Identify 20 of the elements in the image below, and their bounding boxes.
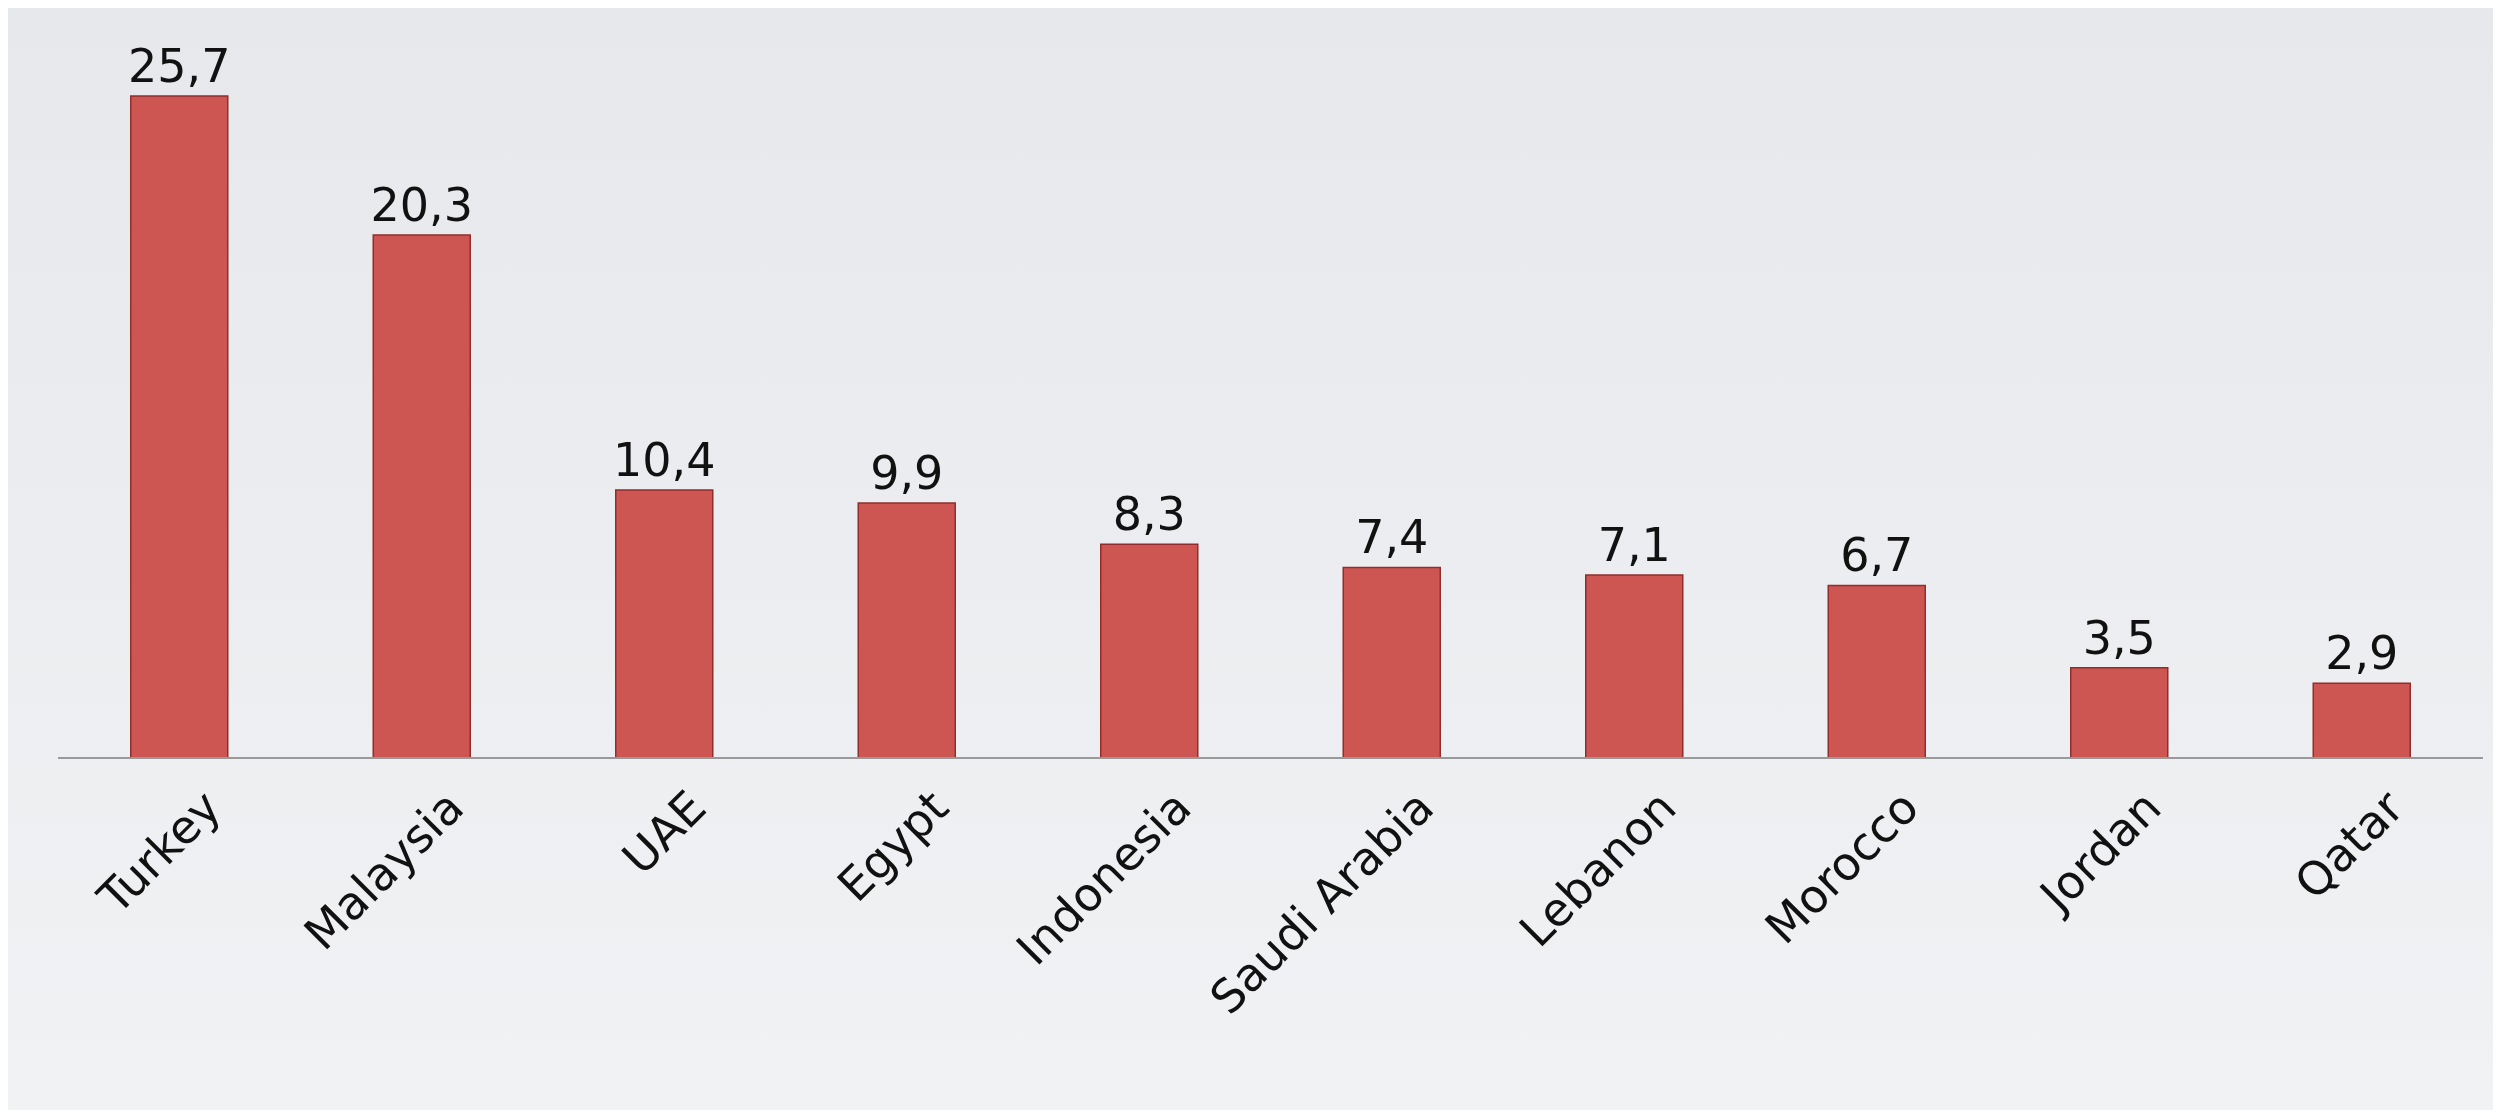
- bar: [857, 502, 956, 759]
- data-label: 7,1: [1597, 518, 1671, 573]
- bar: [1827, 584, 1926, 759]
- data-label: 10,4: [613, 433, 716, 488]
- bar: [372, 234, 471, 759]
- data-label: 7,4: [1355, 510, 1429, 565]
- data-label: 9,9: [870, 445, 944, 500]
- bar: [1585, 574, 1684, 759]
- data-label: 20,3: [370, 178, 473, 233]
- data-label: 25,7: [128, 39, 231, 93]
- bar: [1342, 566, 1441, 759]
- bar: [130, 95, 229, 759]
- data-label: 3,5: [2082, 610, 2156, 665]
- bar: [615, 489, 714, 759]
- data-label: 8,3: [1112, 487, 1186, 542]
- data-label: 6,7: [1840, 528, 1914, 583]
- bar: [1100, 543, 1199, 759]
- bar: [2070, 667, 2169, 759]
- bar: [2312, 682, 2411, 759]
- data-label: 2,9: [2325, 626, 2399, 681]
